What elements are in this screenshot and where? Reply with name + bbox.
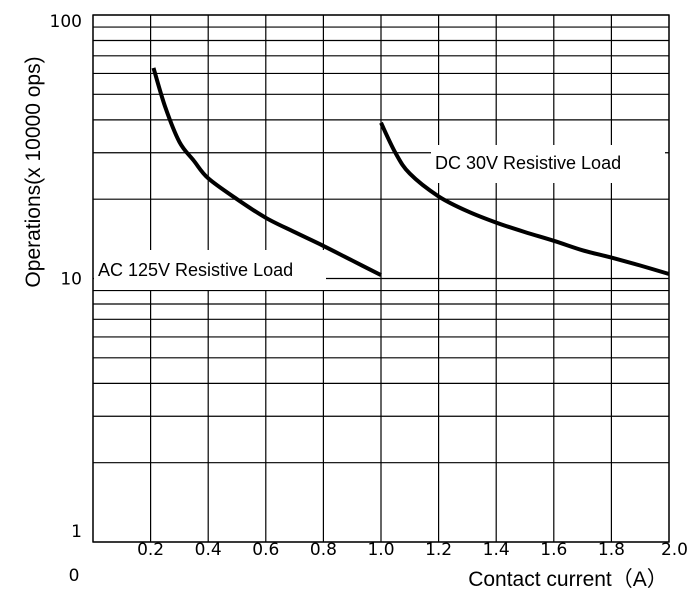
x-tick-labels: 0 0.2 0.4 0.6 0.8 1.0 1.2 1.4 1.6 1.8 2.0 bbox=[69, 540, 688, 586]
series-curve bbox=[379, 121, 670, 276]
x-tick-label: 0.6 bbox=[252, 540, 279, 560]
x-tick-label: 1.2 bbox=[425, 540, 452, 560]
x-tick-label: 0.4 bbox=[195, 540, 222, 560]
y-tick-labels: 1 10 100 bbox=[50, 12, 82, 542]
annotation-dc-30v: DC 30V Resistive Load bbox=[435, 153, 621, 173]
x-tick-label: 1.4 bbox=[483, 540, 510, 560]
x-tick-label: 0.2 bbox=[137, 540, 164, 560]
series-curves bbox=[151, 67, 670, 277]
ac-label-background bbox=[94, 250, 326, 290]
y-tick-label: 10 bbox=[60, 270, 82, 290]
y-tick-label: 100 bbox=[50, 12, 82, 32]
x-tick-label: 2.0 bbox=[661, 540, 688, 560]
y-axis-title: Operations(x 10000 ops) bbox=[22, 56, 45, 287]
series-curve bbox=[151, 67, 382, 277]
x-tick-label: 0 bbox=[69, 566, 80, 586]
x-tick-label: 0.8 bbox=[310, 540, 337, 560]
y-tick-label: 1 bbox=[71, 522, 82, 542]
dc-label-background bbox=[431, 145, 665, 183]
x-tick-label: 1.8 bbox=[598, 540, 625, 560]
plot-frame bbox=[92, 14, 670, 543]
annotation-ac-125v: AC 125V Resistive Load bbox=[98, 260, 293, 280]
x-axis-title: Contact current（A） bbox=[468, 568, 668, 591]
x-tick-label: 1.0 bbox=[367, 540, 394, 560]
x-tick-label: 1.6 bbox=[540, 540, 567, 560]
